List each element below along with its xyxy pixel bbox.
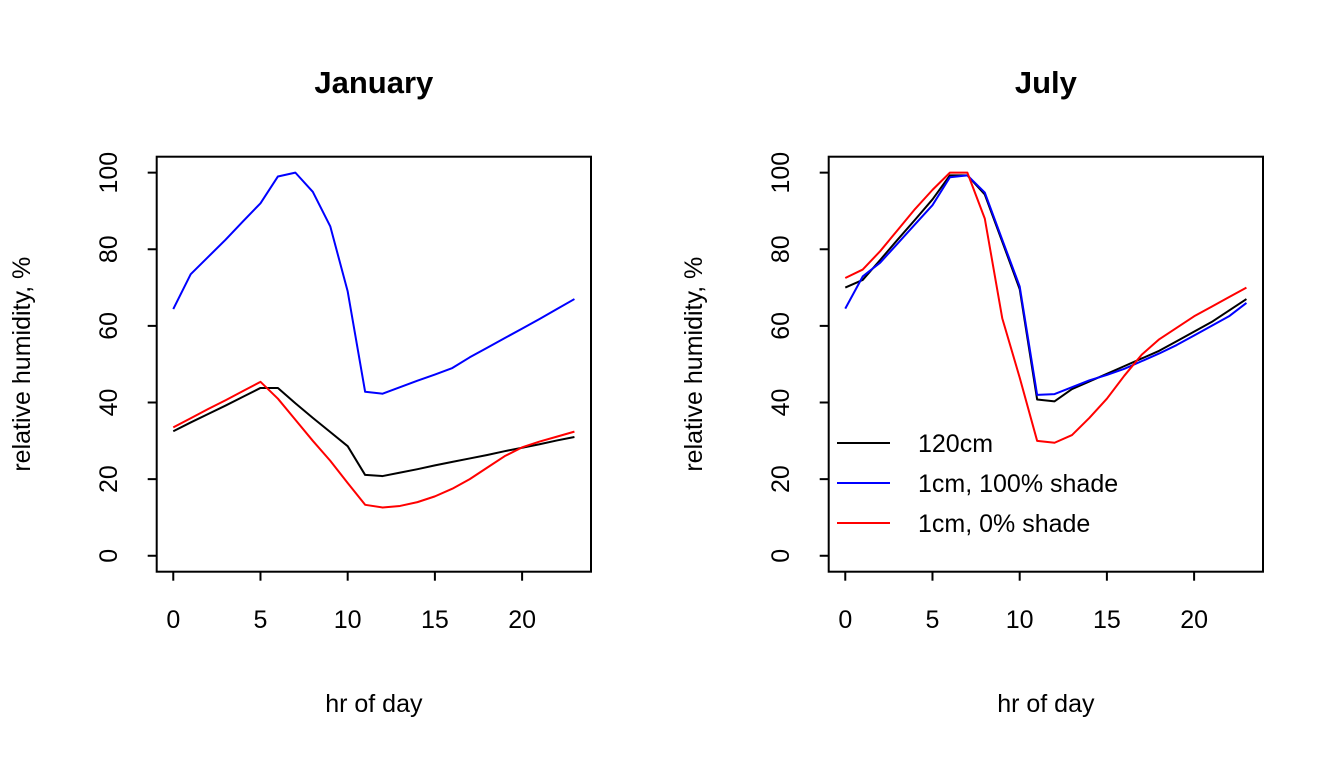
panel-july: July 0 5 10 15 20 hr of day 0 20 40 60 80 100 relativ… [680, 65, 1264, 718]
y-tick-label: 40 [767, 389, 795, 417]
legend-label: 1cm, 0% shade [918, 510, 1090, 538]
x-axis-title-july: hr of day [997, 690, 1095, 718]
x-tick-label: 20 [508, 606, 536, 634]
series-line-1cm-0-shade [172, 380, 575, 509]
series-line-1cm-0-shade [844, 171, 1247, 444]
x-tick-label: 5 [926, 606, 940, 634]
y-tick-label: 80 [767, 235, 795, 263]
x-tick-label: 20 [1180, 606, 1208, 634]
x-tick-label: 0 [838, 606, 852, 634]
x-axis-january: 0 5 10 15 20 hr of day [166, 571, 536, 718]
y-tick-label: 100 [767, 152, 795, 194]
legend-label: 1cm, 100% shade [918, 470, 1118, 498]
x-tick-label: 5 [254, 606, 268, 634]
y-axis-title-july: relative humidity, % [680, 257, 708, 472]
x-axis-july: 0 5 10 15 20 hr of day [838, 571, 1208, 718]
panel-january: January 0 5 10 15 20 hr of day 0 20 40 60 80 100 rela… [8, 65, 592, 718]
y-axis-january: 0 20 40 60 80 100 relative humidity, % [8, 152, 157, 563]
panel-title-january: January [314, 65, 434, 100]
x-tick-label: 10 [1006, 606, 1034, 634]
series-line-1cm-100-shade [844, 174, 1248, 396]
x-tick-label: 10 [334, 606, 362, 634]
series-line-120cm [844, 174, 1247, 403]
series-line-1cm-100-shade [172, 171, 575, 395]
y-tick-label: 60 [95, 312, 123, 340]
plot-box-july [827, 155, 1264, 573]
y-axis-title-january: relative humidity, % [8, 257, 36, 472]
legend: 120cm 1cm, 100% shade 1cm, 0% shade [837, 430, 1118, 538]
y-tick-label: 0 [767, 549, 795, 563]
y-tick-label: 0 [95, 549, 123, 563]
y-tick-label: 100 [95, 152, 123, 194]
y-tick-label: 60 [767, 312, 795, 340]
legend-label: 120cm [918, 430, 993, 458]
y-tick-label: 80 [95, 235, 123, 263]
y-tick-label: 20 [95, 465, 123, 493]
x-tick-label: 15 [1093, 606, 1121, 634]
x-tick-label: 0 [166, 606, 180, 634]
x-axis-title-january: hr of day [325, 690, 423, 718]
plot-box-january [155, 155, 592, 573]
y-tick-label: 20 [767, 465, 795, 493]
y-axis-july: 0 20 40 60 80 100 relative humidity, % [680, 152, 829, 563]
series-line-120cm [172, 386, 575, 478]
y-tick-label: 40 [95, 389, 123, 417]
panel-title-july: July [1015, 65, 1078, 100]
x-tick-label: 15 [421, 606, 449, 634]
